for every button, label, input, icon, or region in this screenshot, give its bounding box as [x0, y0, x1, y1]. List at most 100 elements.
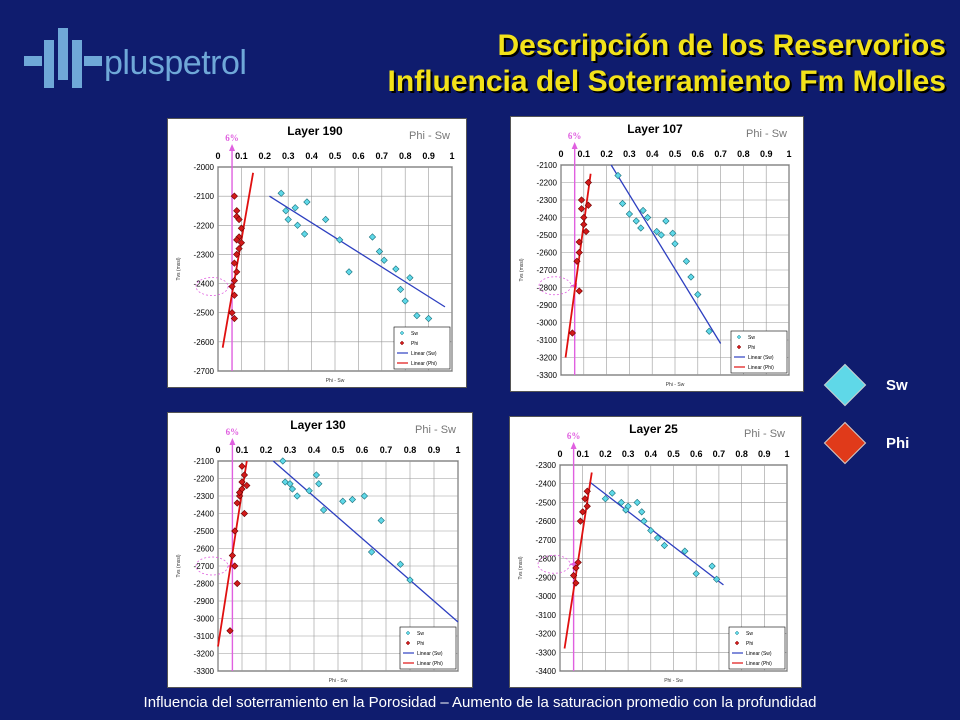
sw-point — [647, 526, 655, 535]
legend-phi-icon — [405, 640, 411, 646]
y-tick-label: -2400 — [194, 280, 215, 289]
sw-point — [657, 231, 665, 239]
phi-point — [230, 277, 239, 285]
x-tick-label: 0.3 — [622, 449, 635, 459]
sw-point — [284, 215, 292, 224]
sw-point — [303, 198, 311, 206]
x-tick-label: 0.8 — [735, 449, 748, 459]
y-tick-label: -2100 — [194, 457, 215, 466]
title-line-1: Descripción de los Reservorios — [497, 29, 946, 62]
x-tick-label: 1 — [449, 151, 454, 161]
x-tick-label: 0.2 — [600, 149, 613, 159]
x-axis-label: Phi - Sw — [664, 678, 683, 684]
y-tick-label: -2600 — [194, 545, 215, 554]
six-percent-arrowhead-icon — [229, 144, 236, 151]
phi-point — [228, 309, 236, 317]
y-tick-label: -2800 — [536, 555, 557, 564]
sw-trend-line — [272, 460, 459, 623]
x-tick-label: 0.3 — [284, 445, 297, 455]
x-tick-label: 0.9 — [760, 149, 773, 159]
x-tick-label: 0.5 — [329, 151, 342, 161]
sw-point — [406, 576, 414, 584]
y-tick-label: -3000 — [537, 319, 558, 328]
x-tick-label: 0.7 — [714, 149, 727, 159]
sw-point — [319, 506, 328, 514]
sw-point — [375, 247, 384, 256]
chart-overlay-label: Phi - Sw — [409, 130, 450, 142]
y-tick-label: -2100 — [194, 192, 215, 201]
x-tick-label: 0.1 — [578, 149, 591, 159]
six-percent-label: 6% — [568, 131, 582, 141]
phi-point — [235, 244, 243, 253]
y-tick-label: -2800 — [194, 580, 215, 589]
page-title: Descripción de los Reservorios Influenci… — [388, 28, 946, 100]
phi-point — [230, 291, 239, 299]
x-axis-label: Phi - Sw — [666, 382, 685, 388]
x-axis-label: Phi - Sw — [329, 678, 348, 684]
x-tick-label: 0.8 — [399, 151, 412, 161]
phi-point — [226, 627, 234, 635]
chart-overlay-label: Phi - Sw — [744, 428, 785, 440]
sw-point — [293, 221, 302, 229]
x-tick-label: 0.2 — [599, 449, 612, 459]
chart-title: Layer 107 — [627, 122, 683, 136]
phi-point — [233, 236, 241, 244]
chart-panel-layer-25: 0 0.1 0.2 0.3 0.4 0.5 0.6 0.7 0.8 0.9 1 -2300 -2400 -… — [509, 416, 802, 688]
legend-label: Linear (Phi) — [748, 365, 774, 371]
chart-panel-layer-190: 0 0.1 0.2 0.3 0.4 0.5 0.6 0.7 0.8 0.9 1 -2000 -2100 -… — [167, 118, 467, 388]
phi-point — [238, 478, 246, 486]
phi-point — [233, 268, 241, 276]
y-tick-label: -2500 — [194, 527, 215, 536]
sw-point — [380, 256, 388, 264]
phi-point — [580, 213, 588, 222]
phi-point — [237, 224, 246, 232]
sw-point — [401, 297, 409, 305]
key-sw: Sw — [823, 363, 908, 407]
y-tick-label: -3000 — [536, 592, 557, 601]
legend-label: Phi — [411, 341, 418, 347]
sw-point — [671, 240, 679, 248]
phi-point — [575, 238, 583, 246]
y-axis-label: Tvs (mssl) — [176, 554, 182, 577]
sw-point — [687, 273, 695, 281]
y-tick-label: -3100 — [194, 632, 215, 641]
x-tick-label: 0.3 — [282, 151, 295, 161]
y-tick-label: -2200 — [194, 221, 215, 230]
sw-trend-line — [610, 164, 722, 344]
sw-point — [282, 207, 290, 215]
sw-point — [348, 495, 357, 504]
sw-point — [653, 534, 662, 542]
y-tick-label: -2600 — [537, 249, 558, 258]
sw-point — [669, 229, 677, 237]
x-tick-label: 0.7 — [713, 449, 726, 459]
sw-point — [300, 230, 309, 238]
six-percent-arrowhead-icon — [571, 142, 578, 149]
sw-point — [608, 489, 616, 497]
y-tick-label: -2500 — [194, 309, 215, 318]
x-tick-label: 0 — [215, 151, 220, 161]
y-tick-label: -3300 — [194, 667, 215, 676]
legend-label: Sw — [417, 631, 424, 637]
phi-point — [240, 509, 249, 518]
phi-point — [584, 178, 592, 187]
phi-point — [583, 487, 591, 495]
y-tick-label: -2200 — [537, 179, 558, 188]
legend-box — [399, 626, 457, 670]
y-axis-label: Tvs (mssl) — [176, 257, 182, 280]
y-tick-label: -2400 — [537, 214, 558, 223]
y-tick-label: -3100 — [536, 611, 557, 620]
x-tick-label: 0.9 — [428, 445, 441, 455]
phi-point — [577, 205, 586, 213]
sw-point — [367, 548, 376, 556]
sw-point — [644, 213, 652, 222]
phi-point — [233, 579, 241, 588]
phi-point — [230, 192, 239, 200]
sw-point — [625, 210, 634, 218]
sw-point — [614, 171, 622, 180]
phi-point — [574, 558, 582, 567]
x-tick-label: 0 — [557, 449, 562, 459]
sw-point — [277, 189, 285, 197]
phi-point — [238, 462, 246, 470]
legend-box — [730, 330, 788, 374]
sw-point — [305, 487, 313, 495]
